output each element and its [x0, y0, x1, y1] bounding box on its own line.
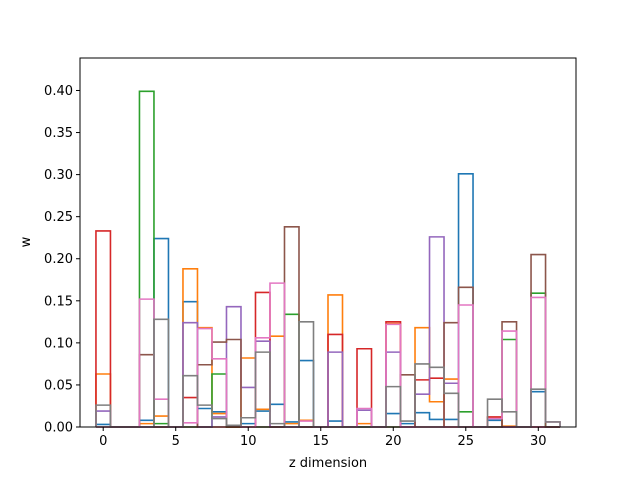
y-tick-label: 0.20 — [44, 252, 73, 267]
x-tick-label: 25 — [458, 434, 475, 449]
y-tick-label: 0.00 — [44, 421, 73, 436]
y-tick-label: 0.10 — [44, 336, 73, 351]
x-tick-label: 30 — [530, 434, 547, 449]
x-tick-label: 15 — [312, 434, 329, 449]
series-5-line — [95, 236, 561, 428]
y-axis-label: w — [19, 236, 34, 247]
x-axis: 0 5 10 15 20 25 30 — [99, 427, 547, 449]
y-tick-label: 0.40 — [44, 84, 73, 99]
x-axis-label: z dimension — [289, 456, 367, 471]
y-tick-label: 0.35 — [44, 126, 73, 141]
x-tick-label: 0 — [99, 434, 107, 449]
y-tick-label: 0.25 — [44, 210, 73, 225]
y-axis: 0.00 0.05 0.10 0.15 0.20 0.25 0.30 0.35 0.40 — [44, 84, 80, 436]
x-tick-label: 10 — [240, 434, 257, 449]
y-tick-label: 0.30 — [44, 168, 73, 183]
x-tick-label: 5 — [172, 434, 180, 449]
y-tick-label: 0.15 — [44, 294, 73, 309]
x-tick-label: 20 — [385, 434, 402, 449]
y-tick-label: 0.05 — [44, 378, 73, 393]
axes-frame — [79, 57, 577, 428]
